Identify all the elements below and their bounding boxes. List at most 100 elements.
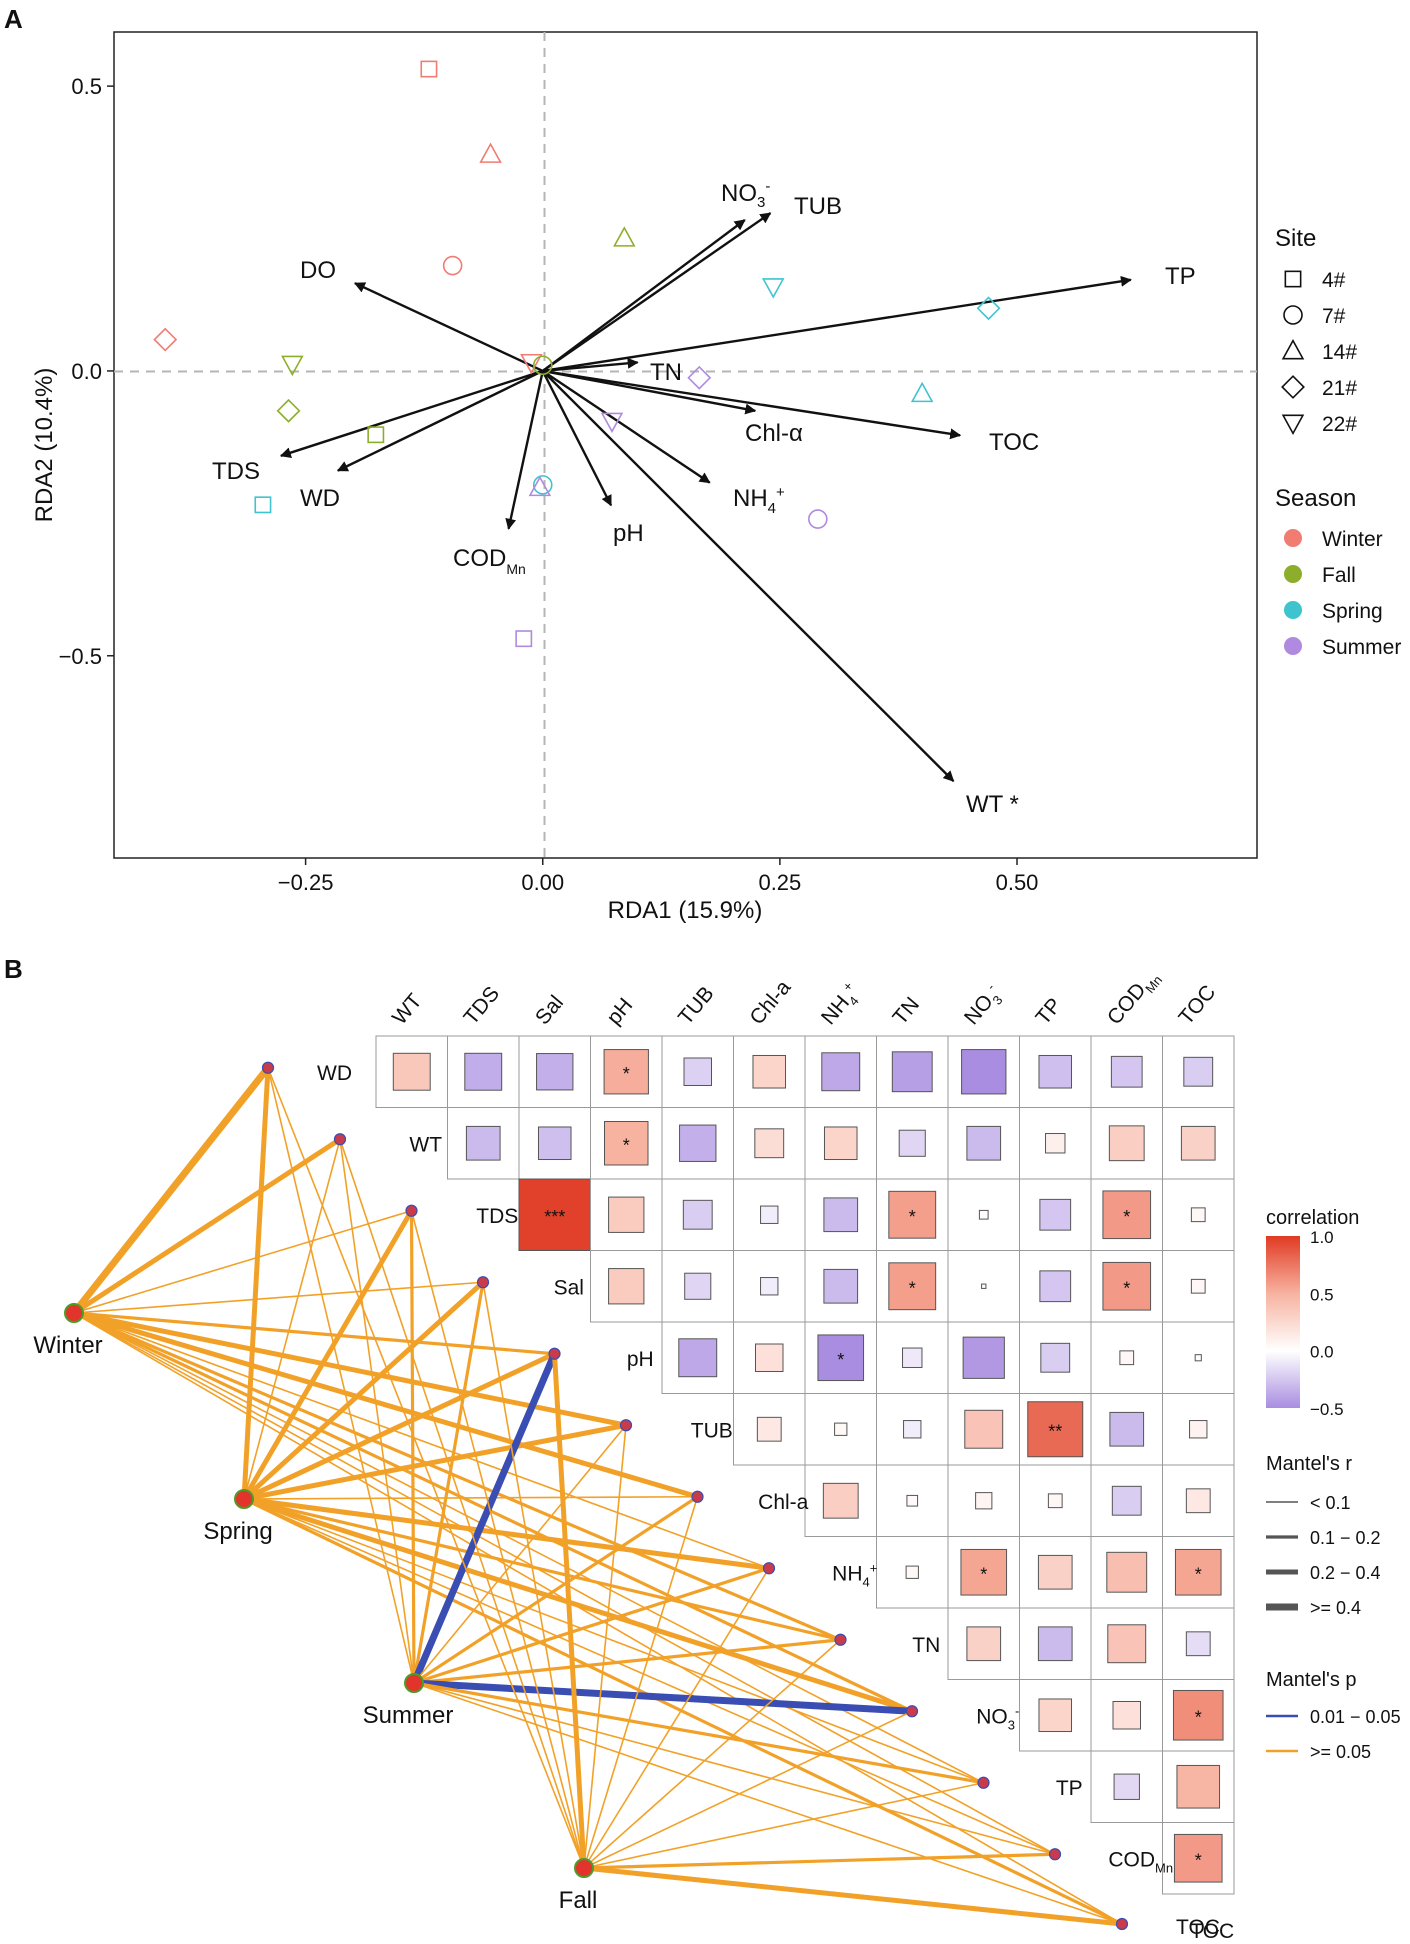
heatmap-cell-tds-nh4 [823,1197,859,1233]
legend-season-dot-fall [1284,565,1302,583]
mantel-link-summer-tds [409,1210,416,1684]
column-label-toc: TOC [1174,981,1220,1029]
heatmap-cell-no3-tp [1038,1698,1073,1733]
heatmap-cell-wd-tn [891,1051,933,1093]
mantel-link-spring-wt [243,1139,341,1500]
arrow-ph [541,370,613,507]
rda-y-axis-label: RDA2 (10.4%) [31,368,58,523]
heatmap-cell-no3-toc [1172,1689,1224,1741]
legend-site-symbol-21 [1281,375,1305,399]
heatmap-row-labels: WD WT TDS Sal pH TUB Chl-a NH4+ TN NO3- TP CODMn TOC [317,1062,1234,1943]
row-label-wd: WD [317,1062,352,1085]
point-spring-site-4 [254,496,272,514]
colorbar-tick-label: 1.0 [1310,1228,1334,1247]
significance-mark: * [623,1064,630,1084]
correlation-colorbar [1266,1236,1300,1408]
rda-arrows [279,212,1132,782]
arrow-tds [279,369,544,459]
x-tick-label: 0.00 [521,870,564,895]
mantel-link-summer-chl-a [413,1495,699,1685]
point-summer-site-21 [687,365,712,390]
heatmap-cell-chl-a-codmn [1111,1485,1142,1516]
arrow-label-do: DO [300,257,336,284]
source-node-fall [574,1858,594,1878]
mantel-link-fall-tub [583,1425,627,1869]
heatmap-cell-wd-no3 [961,1049,1007,1095]
legend-season-dot-spring [1284,601,1302,619]
mantel-link-fall-sal [482,1282,585,1869]
heatmap-cell-sal-nh4 [823,1268,859,1304]
mantel-link-fall-tds [410,1210,585,1869]
heatmap-cell-sal-chl-a [760,1277,779,1296]
correlation-heatmap: ***** * ** ***** *** [375,1035,1235,1895]
mantel-link-summer-nh4 [413,1566,770,1685]
point-spring-site-22 [761,278,785,299]
mantel-nodes: TOC Winter Spring Summer Fall [33,1061,1220,1939]
mantel-link-winter-no3 [73,1311,913,1713]
significance-mark: ** [1048,1421,1062,1441]
colorbar-tick-label: 0.5 [1310,1285,1334,1304]
heatmap-cell-sal-no3 [981,1283,987,1289]
heatmap-cell-wd-toc [1183,1056,1214,1087]
significance-mark: * [909,1278,916,1298]
significance-mark: * [980,1564,987,1584]
heatmap-cell-wd-tub [683,1057,713,1087]
heatmap-cell-wd-nh4 [821,1052,861,1092]
mantel-link-fall-chl-a [583,1496,699,1869]
heatmap-cell-ph-toc [1194,1354,1202,1362]
legend-mantel-p: Mantel's p 0.01 − 0.05 >= 0.05 [1266,1669,1401,1762]
heatmap-cell-chl-a-nh4 [822,1482,859,1519]
legend-mantel-r-label: 0.1 − 0.2 [1310,1528,1381,1548]
mantel-link-summer-codmn [413,1682,1056,1856]
heatmap-cell-tds-no3 [978,1209,989,1220]
mantel-link-fall-no3 [583,1710,913,1869]
row-label-tp: TP [1056,1777,1083,1800]
node-tds [405,1204,418,1217]
colorbar-tick-label: 0.0 [1310,1343,1334,1362]
arrow-no3 [542,219,746,372]
mantel-link-winter-sal [73,1281,484,1314]
panel-label-b: B [4,954,23,984]
heatmap-cell-wd-codmn [1110,1055,1143,1088]
heatmap-cell-sal-tp [1039,1270,1072,1303]
colorbar-tick-label: −0.5 [1310,1400,1344,1419]
legend-correlation: correlation 1.0 0.5 0.0 −0.5 [1266,1207,1359,1419]
legend-season: Season Winter Fall Spring Summer [1275,485,1401,659]
mantel-link-spring-nh4 [243,1496,770,1571]
heatmap-cell-tds-tp [1039,1198,1072,1231]
point-spring-site-14 [910,381,934,403]
arrow-label-tds: TDS [212,458,260,485]
mantel-link-summer-ph [410,1352,558,1685]
legend-season-label: Winter [1322,528,1383,551]
mantel-link-spring-codmn [243,1498,1056,1855]
heatmap-cell-tub-no3 [964,1409,1004,1449]
heatmap-cell-ph-nh4 [817,1334,865,1382]
node-chl-a [691,1490,704,1503]
mantel-link-fall-tn [583,1639,842,1869]
heatmap-cell-sal-codmn [1102,1261,1152,1311]
row-label-nh4: NH4+ [832,1560,877,1589]
heatmap-cell-wt-chl-a [754,1128,785,1159]
mantel-link-summer-sal [412,1281,485,1684]
legend-site: Site 4# 7# 14# 21# 22# [1275,225,1357,436]
legend-site-label: 4# [1322,269,1346,292]
arrow-wt [541,370,955,782]
node-tn [834,1633,847,1646]
arrow-label-no3: NO3- [721,178,770,211]
heatmap-cell-tds-tn [888,1190,937,1239]
rda-x-axis-label: RDA1 (15.9%) [608,897,763,924]
heatmap-cell-wt-nh4 [823,1126,858,1161]
x-tick-label: −0.25 [278,870,334,895]
arrow-do [353,282,544,373]
heatmap-cell-ph-chl-a [754,1343,784,1373]
node-codmn [1048,1848,1062,1861]
column-label-no3: NO3- [958,980,1008,1032]
row-label-codmn: CODMn [1108,1848,1173,1875]
point-summer-site-22 [600,412,624,434]
legend-mantel-r-label: >= 0.4 [1310,1598,1361,1618]
heatmap-cell-wd-tds [464,1052,503,1091]
source-node-spring [234,1489,254,1509]
arrow-codmn [505,370,544,530]
y-tick-label: −0.5 [59,644,102,669]
